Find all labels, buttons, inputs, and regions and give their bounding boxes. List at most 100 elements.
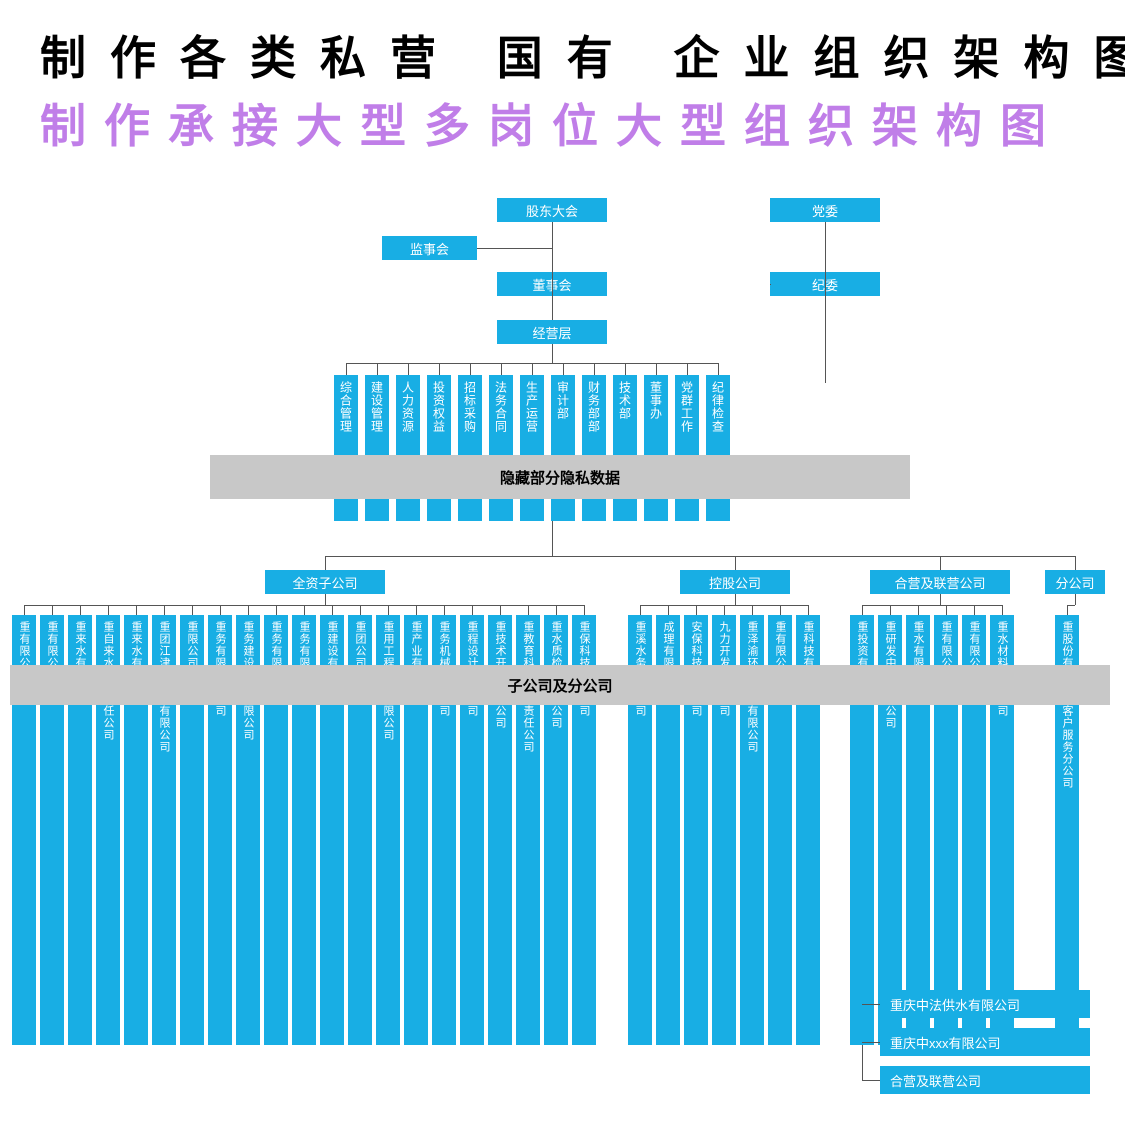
dept-6: 生产运营 <box>520 375 544 465</box>
connector-line <box>325 556 326 570</box>
dept-tail-1 <box>365 499 389 521</box>
gray-bar-hidden-data: 隐藏部分隐私数据 <box>210 455 910 499</box>
connector-line <box>724 605 725 615</box>
connector-line <box>862 1045 863 1080</box>
node-party: 党委 <box>770 198 880 222</box>
connector-line <box>360 605 361 615</box>
connector-line <box>500 605 501 615</box>
cat-branch: 分公司 <box>1045 570 1105 594</box>
dept-11: 党群工作 <box>675 375 699 465</box>
connector-line <box>825 363 826 364</box>
connector-line <box>276 605 277 615</box>
connector-line <box>532 363 533 375</box>
connector-line <box>825 222 826 382</box>
connector-line <box>377 363 378 375</box>
dept-tail-9 <box>613 499 637 521</box>
connector-line <box>220 605 221 615</box>
connector-line <box>477 248 552 249</box>
connector-line <box>696 605 697 615</box>
connector-line <box>1067 605 1068 615</box>
connector-line <box>862 1004 880 1005</box>
connector-line <box>825 382 826 383</box>
cat-wholly: 全资子公司 <box>265 570 385 594</box>
connector-line <box>890 605 891 615</box>
connector-line <box>825 284 826 285</box>
dept-tail-10 <box>644 499 668 521</box>
connector-line <box>1075 556 1076 570</box>
title-line-2: 制作承接大型多岗位大型组织架构图 <box>0 88 1125 156</box>
connector-line <box>668 605 669 615</box>
connector-line <box>940 594 941 605</box>
node-management: 经营层 <box>497 320 607 344</box>
cat-joint: 合营及联营公司 <box>870 570 1010 594</box>
connector-line <box>656 363 657 375</box>
node-supervisors: 监事会 <box>382 236 477 260</box>
dept-8: 财务部部 <box>582 375 606 465</box>
connector-line <box>752 605 753 615</box>
connector-line <box>808 605 809 615</box>
connector-line <box>946 605 947 615</box>
connector-line <box>770 284 771 285</box>
dept-tail-12 <box>706 499 730 521</box>
connector-line <box>918 605 919 615</box>
dept-tail-3 <box>427 499 451 521</box>
connector-line <box>416 605 417 615</box>
dept-4: 招标采购 <box>458 375 482 465</box>
connector-line <box>304 605 305 615</box>
dept-7: 审计部 <box>551 375 575 465</box>
connector-line <box>472 605 473 615</box>
dept-tail-8 <box>582 499 606 521</box>
connector-line <box>501 363 502 375</box>
connector-line <box>408 363 409 375</box>
dept-tail-4 <box>458 499 482 521</box>
connector-line <box>439 363 440 375</box>
connector-line <box>552 521 553 556</box>
connector-line <box>1067 605 1075 606</box>
connector-line <box>862 605 1002 606</box>
dept-0: 综合管理 <box>334 375 358 465</box>
dept-tail-6 <box>520 499 544 521</box>
connector-line <box>108 605 109 615</box>
connector-line <box>556 605 557 615</box>
connector-line <box>584 605 585 615</box>
connector-line <box>80 605 81 615</box>
connector-line <box>325 594 326 605</box>
dept-tail-2 <box>396 499 420 521</box>
node-shareholders: 股东大会 <box>497 198 607 222</box>
dept-tail-0 <box>334 499 358 521</box>
dept-10: 董事办 <box>644 375 668 465</box>
cat-holding: 控股公司 <box>680 570 790 594</box>
bottom-item-1: 重庆中xxx有限公司 <box>880 1028 1090 1056</box>
connector-line <box>940 556 941 570</box>
connector-line <box>735 594 736 605</box>
bottom-item-0: 重庆中法供水有限公司 <box>880 990 1090 1018</box>
dept-9: 技术部 <box>613 375 637 465</box>
dept-3: 投资权益 <box>427 375 451 465</box>
connector-line <box>164 605 165 615</box>
connector-line <box>470 363 471 375</box>
connector-line <box>552 222 553 320</box>
connector-line <box>862 1080 880 1081</box>
gray-bar-subsidiaries: 子公司及分公司 <box>10 665 1110 705</box>
connector-line <box>444 605 445 615</box>
connector-line <box>862 1042 880 1043</box>
connector-line <box>1075 594 1076 605</box>
connector-line <box>862 605 863 615</box>
connector-line <box>24 605 25 615</box>
connector-line <box>625 363 626 375</box>
connector-line <box>332 605 333 615</box>
connector-line <box>780 605 781 615</box>
connector-line <box>687 363 688 375</box>
org-chart: 股东大会监事会董事会经营层党委纪委综合管理建设管理人力资源投资权益招标采购法务合… <box>0 170 1125 1125</box>
connector-line <box>192 605 193 615</box>
connector-line <box>388 605 389 615</box>
connector-line <box>552 556 553 557</box>
connector-line <box>552 344 553 363</box>
connector-line <box>640 605 641 615</box>
dept-1: 建设管理 <box>365 375 389 465</box>
dept-5: 法务合同 <box>489 375 513 465</box>
dept-tail-7 <box>551 499 575 521</box>
connector-line <box>248 605 249 615</box>
dept-tail-11 <box>675 499 699 521</box>
dept-2: 人力资源 <box>396 375 420 465</box>
